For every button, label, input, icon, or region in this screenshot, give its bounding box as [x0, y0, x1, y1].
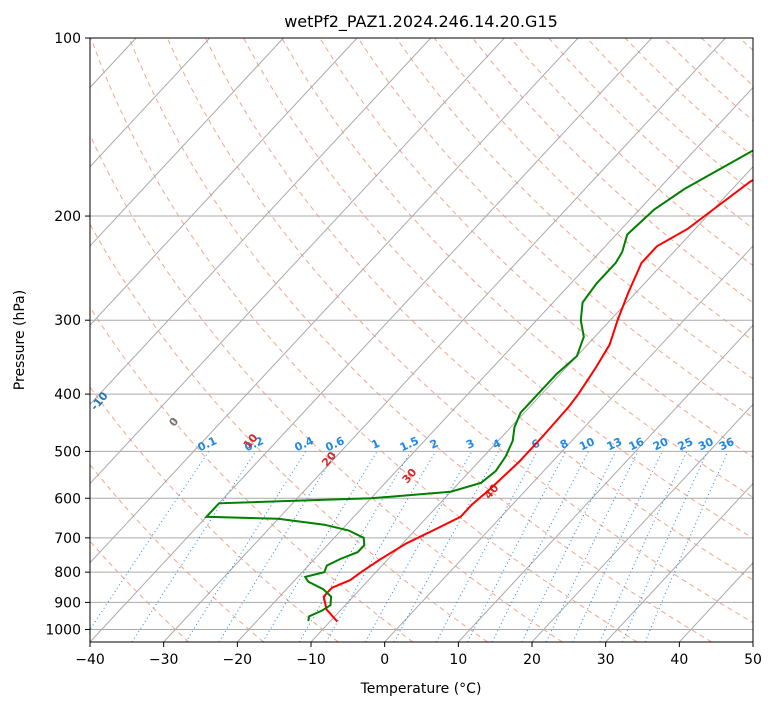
- dry-adiabat: [90, 540, 190, 642]
- mixing-ratio-line: [393, 451, 499, 642]
- mixing-ratio-line: [90, 451, 210, 631]
- y-tick-label: 700: [54, 531, 81, 547]
- x-tick-label: −20: [223, 652, 253, 668]
- dry-adiabat: [510, 38, 753, 267]
- x-tick-label: −40: [75, 652, 105, 668]
- mixing-ratio-line: [521, 451, 617, 642]
- y-tick-label: 1000: [45, 622, 81, 638]
- mixing-ratio-label: 25: [676, 435, 695, 453]
- x-axis-label: Temperature (°C): [360, 681, 482, 697]
- mixing-ratio-label: 16: [627, 435, 647, 453]
- isotherm: [90, 38, 432, 406]
- y-tick-label: 600: [54, 491, 81, 507]
- x-tick-label: 20: [523, 652, 541, 668]
- mixing-ratio-line: [185, 451, 307, 642]
- isotherm: [90, 38, 211, 168]
- x-tick-label: 40: [670, 652, 688, 668]
- isotherm: [752, 641, 753, 642]
- isotherm: [90, 38, 284, 247]
- mixing-ratio-label: 3: [464, 437, 476, 452]
- y-tick-label: 500: [54, 444, 81, 460]
- profile-lines: [204, 149, 753, 623]
- mixing-ratio-label: 13: [605, 435, 624, 453]
- isopleth-labels: 0.10.20.40.611.52346810131620253036-100-…: [88, 389, 737, 501]
- y-tick-label: 300: [54, 313, 81, 329]
- y-axis-ticks: 100 200 300 400 500 600 700 800 900 1000: [45, 31, 90, 638]
- dry-adiabat: [701, 38, 753, 87]
- mixing-ratio-label: 36: [717, 435, 737, 453]
- isotherm: [90, 38, 358, 326]
- x-axis-ticks: −40 −30 −20 −10 0 10 20 30 40 50: [75, 642, 762, 668]
- isotherm: [457, 324, 753, 642]
- dry-adiabat: [166, 38, 753, 624]
- mixing-ratio-label: 30: [696, 435, 716, 453]
- dry-adiabat: [90, 306, 414, 642]
- x-tick-label: −30: [149, 652, 179, 668]
- dry-adiabat: [128, 38, 712, 642]
- dry-adiabat: [662, 38, 753, 122]
- isotherm: [605, 482, 753, 642]
- y-tick-label: 200: [54, 209, 81, 225]
- mixing-ratio-label: 20: [651, 435, 671, 453]
- mixing-ratio-label: 1: [369, 437, 381, 452]
- isotherm: [531, 403, 753, 642]
- isotherm: [90, 38, 579, 564]
- mixing-ratio-line: [599, 451, 688, 642]
- y-tick-label: 800: [54, 565, 81, 581]
- isotherm: [0, 38, 62, 642]
- isotherm: [236, 86, 753, 642]
- dry-adiabat: [319, 38, 753, 458]
- mixing-ratio-label: 4: [491, 437, 504, 452]
- mixing-ratio-label: 2: [428, 437, 440, 452]
- dry-adiabat: [281, 38, 753, 498]
- dry-adiabat-label: -10: [88, 389, 111, 413]
- dry-adiabat: [90, 463, 264, 642]
- mixing-ratio-line: [364, 451, 473, 642]
- dry-adiabat: [90, 386, 339, 642]
- dry-adiabat: [739, 38, 753, 51]
- x-tick-label: −10: [296, 652, 326, 668]
- dry-adiabat: [90, 133, 563, 642]
- background-lines: [0, 38, 753, 642]
- isotherm: [310, 165, 753, 642]
- isotherm: [384, 245, 753, 642]
- dry-adiabat: [90, 223, 488, 642]
- mixing-ratio-line: [491, 451, 589, 642]
- mixing-ratio-line: [545, 451, 639, 642]
- y-tick-label: 400: [54, 387, 81, 403]
- mixing-ratio-line: [644, 451, 729, 642]
- dewpoint-profile: [204, 149, 753, 622]
- dry-adiabat-label: 30: [400, 466, 420, 486]
- dry-adiabat: [90, 38, 638, 642]
- isotherm: [90, 38, 505, 485]
- mixing-ratio-line: [218, 451, 337, 642]
- isotherm: [90, 38, 653, 642]
- chart-title: wetPf2_PAZ1.2024.246.14.20.G15: [284, 12, 558, 32]
- y-tick-label: 900: [54, 595, 81, 611]
- y-tick-label: 100: [54, 31, 81, 47]
- x-tick-label: 30: [597, 652, 615, 668]
- isotherm: [678, 562, 753, 642]
- y-axis-label: Pressure (hPa): [12, 290, 28, 390]
- plot-frame: [89, 37, 754, 643]
- dry-adiabat: [586, 38, 753, 194]
- x-tick-label: 50: [744, 652, 762, 668]
- dry-adiabat: [395, 38, 753, 380]
- mixing-ratio-label: 10: [577, 435, 597, 453]
- x-tick-label: 10: [449, 652, 467, 668]
- mixing-ratio-line: [572, 451, 663, 642]
- isotherm: [163, 38, 726, 642]
- mixing-ratio-line: [262, 451, 378, 642]
- temperature-profile: [322, 178, 753, 623]
- mixing-ratio-line: [435, 451, 538, 642]
- dry-adiabat: [433, 38, 753, 342]
- x-tick-label: 0: [380, 652, 389, 668]
- mixing-ratio-line: [131, 451, 257, 642]
